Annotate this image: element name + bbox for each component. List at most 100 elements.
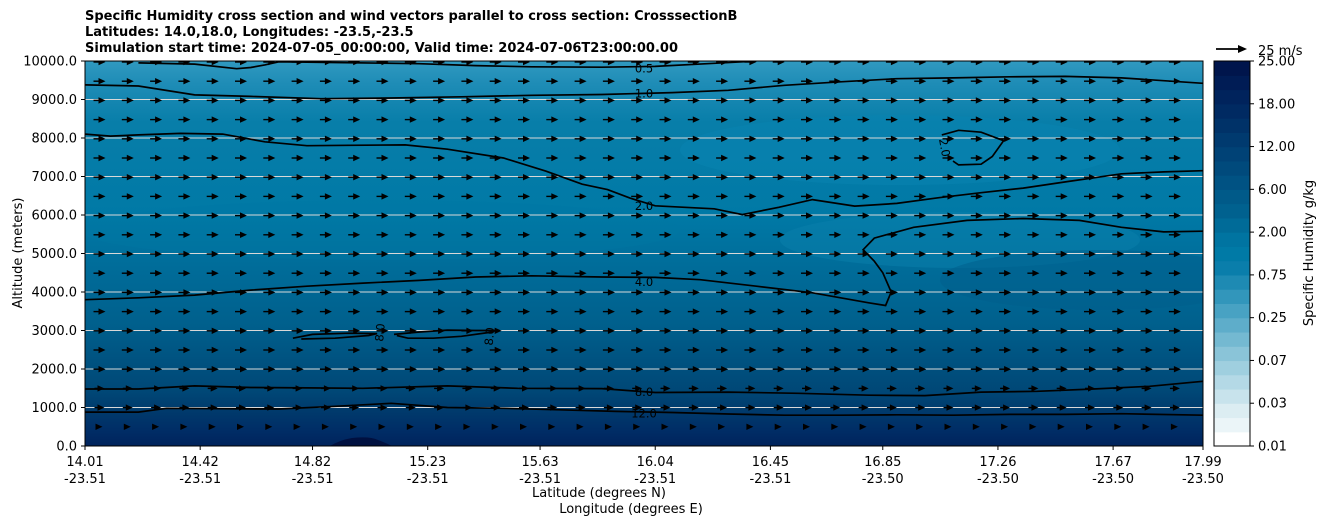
colorbar-band xyxy=(1214,61,1250,76)
wind-vector-head xyxy=(777,78,785,85)
wind-vector-head xyxy=(1145,61,1153,66)
wind-vector-head xyxy=(834,174,842,181)
wind-vector-head xyxy=(494,250,502,258)
wind-vector-head xyxy=(607,174,615,181)
wind-vector-head xyxy=(324,289,332,296)
wind-vector-head xyxy=(438,154,446,162)
wind-vector-head xyxy=(494,174,502,181)
wind-vector-head xyxy=(523,366,530,373)
wind-vector-head xyxy=(240,174,247,181)
wind-vector-head xyxy=(1032,308,1040,315)
wind-vector-head xyxy=(803,423,810,430)
wind-vector-head xyxy=(155,116,163,123)
wind-vector-head xyxy=(862,289,870,296)
wind-vector-head xyxy=(664,231,672,238)
wind-vector-head xyxy=(946,385,954,392)
wind-vector-head xyxy=(636,78,644,85)
wind-vector-head xyxy=(947,78,955,85)
wind-vector-head xyxy=(183,174,191,181)
wind-vector-head xyxy=(381,346,389,354)
wind-vector-head xyxy=(240,231,247,238)
wind-vector-head xyxy=(551,212,559,219)
wind-vector-head xyxy=(1059,404,1067,411)
wind-vector-head xyxy=(268,174,276,181)
wind-vector-head xyxy=(211,231,219,238)
wind-vector-head xyxy=(381,231,389,238)
wind-vector-head xyxy=(1004,250,1012,258)
wind-vector-head xyxy=(353,154,361,162)
wind-vector-head xyxy=(551,270,559,277)
wind-vector-head xyxy=(664,308,672,315)
wind-vector-head xyxy=(805,404,812,411)
chart-title-line-1: Specific Humidity cross section and wind… xyxy=(85,9,738,24)
wind-vector-head xyxy=(466,250,474,258)
humidity-contour-lines xyxy=(85,61,1203,417)
y-axis-label: Altitude (meters) xyxy=(11,198,26,309)
wind-vector-head xyxy=(551,78,559,85)
wind-vector-head xyxy=(918,385,926,392)
wind-vector-head xyxy=(834,97,842,104)
wind-vector-head xyxy=(551,135,559,142)
wind-vector-head xyxy=(1145,174,1153,181)
wind-vector-head xyxy=(806,327,813,334)
quiver-key-label: 25 m/s xyxy=(1258,44,1303,59)
wind-vector-head xyxy=(1173,289,1181,296)
wind-vector-head xyxy=(1117,212,1125,219)
x-tick-label-lat: 17.67 xyxy=(1095,455,1132,470)
chart-title: Specific Humidity cross section and wind… xyxy=(85,9,737,57)
wind-vector-head xyxy=(1114,423,1122,430)
wind-vector-head xyxy=(381,116,389,123)
wind-vector-head xyxy=(749,154,757,162)
wind-vector-head xyxy=(211,135,219,142)
colorbar-tick-label: 2.00 xyxy=(1258,226,1287,241)
wind-vector-head xyxy=(353,289,361,296)
wind-vector-head xyxy=(523,78,530,85)
wind-vector-head xyxy=(1032,78,1040,85)
wind-vector-head xyxy=(409,346,417,354)
wind-vector-head xyxy=(890,327,898,334)
wind-vector-head xyxy=(1060,270,1068,277)
wind-vector-head xyxy=(1031,385,1039,392)
wind-vector-head xyxy=(438,308,446,315)
wind-vector-head xyxy=(862,154,870,162)
wind-vector-head xyxy=(746,423,754,430)
wind-vector-head xyxy=(749,174,757,181)
wind-vector-head xyxy=(862,116,870,123)
colorbar-band xyxy=(1214,274,1250,290)
wind-vector-head xyxy=(211,116,219,123)
wind-vector-head xyxy=(466,97,474,104)
wind-vector-head xyxy=(919,327,927,334)
wind-vector-head xyxy=(806,231,813,238)
wind-vector-head xyxy=(1173,346,1181,354)
wind-vector-head xyxy=(409,250,417,258)
wind-vector-head xyxy=(155,327,163,334)
wind-vector-head xyxy=(551,193,559,200)
wind-vector-head xyxy=(777,193,785,200)
wind-vector-head xyxy=(1004,193,1012,200)
wind-vector-head xyxy=(409,154,417,162)
wind-vector-head xyxy=(636,327,644,334)
wind-vector-head xyxy=(98,212,106,219)
wind-vector-head xyxy=(834,231,842,238)
wind-vector-head xyxy=(98,116,106,123)
wind-vector-head xyxy=(1089,270,1096,277)
wind-vector-head xyxy=(1032,270,1040,277)
wind-vector-head xyxy=(777,270,785,277)
wind-vector-head xyxy=(606,404,614,411)
x-tick-label-lat: 17.99 xyxy=(1184,455,1221,470)
wind-vector-head xyxy=(579,174,587,181)
wind-vector-head xyxy=(721,212,729,219)
x-tick-label-lon: -23.51 xyxy=(179,472,221,487)
wind-vector-head xyxy=(975,289,983,296)
quiver-key-arrowhead xyxy=(1238,45,1247,53)
wind-vector-head xyxy=(859,423,867,430)
contour-label: 2.0 xyxy=(936,137,953,157)
wind-vector-head xyxy=(777,289,785,296)
wind-vector-head xyxy=(98,289,106,296)
y-tick-label: 0.0 xyxy=(56,440,77,455)
wind-vector-head xyxy=(721,270,729,277)
wind-vector-head xyxy=(268,116,276,123)
wind-vector-head xyxy=(211,174,219,181)
wind-vector-head xyxy=(579,193,587,200)
wind-vector-head xyxy=(494,270,502,277)
